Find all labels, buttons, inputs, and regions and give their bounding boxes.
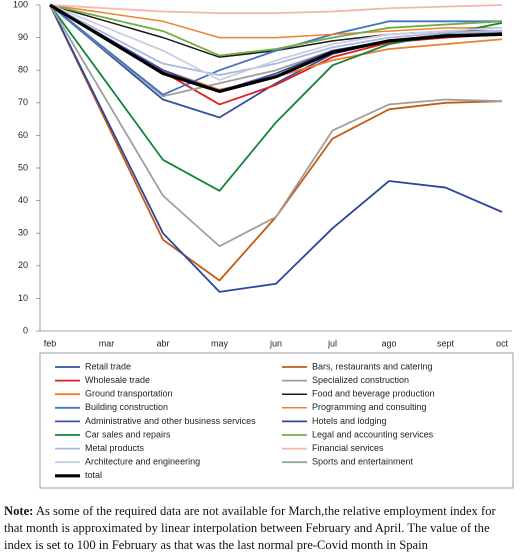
- y-tick-label: 50: [18, 162, 28, 172]
- series-line: [49, 4, 503, 293]
- x-tick-label: oct: [496, 338, 509, 348]
- legend-label: Legal and accounting services: [312, 429, 434, 439]
- legend-label: Programming and consulting: [312, 402, 427, 412]
- x-tick-label: jul: [327, 338, 337, 348]
- legend-label: total: [85, 470, 102, 480]
- y-tick-label: 90: [18, 32, 28, 42]
- series-line: [49, 4, 503, 81]
- x-tick-label: may: [211, 338, 229, 348]
- y-tick-label: 10: [18, 293, 28, 303]
- legend-label: Building construction: [85, 402, 168, 412]
- legend-label: Architecture and engineering: [85, 457, 200, 467]
- legend-label: Financial services: [312, 443, 384, 453]
- x-tick-label: feb: [44, 338, 57, 348]
- x-tick-label: sept: [437, 338, 455, 348]
- series-line: [49, 4, 503, 76]
- legend-label: Metal products: [85, 443, 145, 453]
- legend-label: Retail trade: [85, 361, 131, 371]
- legend-label: Specialized construction: [312, 375, 409, 385]
- legend-label: Hotels and lodging: [312, 416, 387, 426]
- legend-label: Bars, restaurants and catering: [312, 361, 433, 371]
- x-tick-label: mar: [99, 338, 115, 348]
- legend-label: Wholesale trade: [85, 375, 150, 385]
- legend-label: Sports and entertainment: [312, 457, 414, 467]
- series-line: [49, 4, 503, 57]
- y-tick-label: 100: [13, 0, 28, 9]
- legend-label: Administrative and other business servic…: [85, 416, 256, 426]
- y-tick-label: 60: [18, 130, 28, 140]
- y-tick-label: 30: [18, 228, 28, 238]
- y-tick-label: 40: [18, 195, 28, 205]
- legend-label: Car sales and repairs: [85, 429, 171, 439]
- note-text: As some of the required data are not ava…: [4, 504, 496, 552]
- series-line: [49, 4, 502, 96]
- y-tick-label: 20: [18, 260, 28, 270]
- note: Note: As some of the required data are n…: [4, 503, 516, 554]
- legend-label: Ground transportation: [85, 389, 173, 399]
- x-tick-label: ago: [381, 338, 396, 348]
- legend-box: [39, 352, 514, 489]
- legend-label: Food and beverage production: [312, 389, 435, 399]
- series-line: [49, 4, 503, 248]
- y-tick-label: 0: [23, 325, 28, 335]
- y-tick-label: 80: [18, 65, 28, 75]
- x-tick-label: jun: [269, 338, 282, 348]
- series-line: [49, 4, 502, 39]
- note-label: Note:: [4, 504, 34, 518]
- x-tick-label: abr: [156, 338, 169, 348]
- series-line: [49, 3, 503, 93]
- y-tick-label: 70: [18, 97, 28, 107]
- series-line: [49, 4, 503, 15]
- chart: 0 10 20 30 40 50 60 70 80 90 100 feb mar abr may jun jul…: [13, 0, 514, 489]
